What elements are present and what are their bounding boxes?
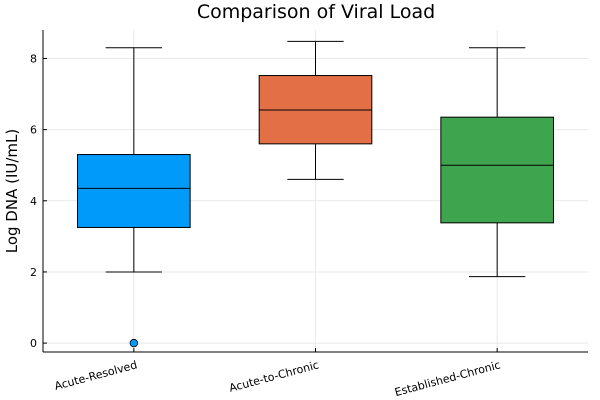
outlier-point (129, 338, 139, 348)
x-tick-label: Established-Chronic (393, 358, 502, 399)
box-iqr (77, 154, 191, 228)
x-tick-label: Acute-to-Chronic (228, 358, 321, 394)
marks-layer (77, 40, 554, 348)
y-tick-label: 4 (30, 195, 37, 208)
box-group (77, 47, 191, 348)
y-axis-label: Log DNA (IU/mL) (3, 129, 21, 254)
box-group (440, 47, 554, 278)
y-tick-label: 6 (30, 124, 37, 137)
x-tick-label: Acute-Resolved (53, 358, 139, 393)
box-iqr (440, 116, 554, 224)
y-tick-label: 0 (30, 337, 37, 350)
box-group (258, 40, 373, 180)
chart-title: Comparison of Viral Load (197, 1, 435, 23)
y-tick-label: 2 (30, 266, 37, 279)
y-tick-label: 8 (30, 52, 37, 65)
